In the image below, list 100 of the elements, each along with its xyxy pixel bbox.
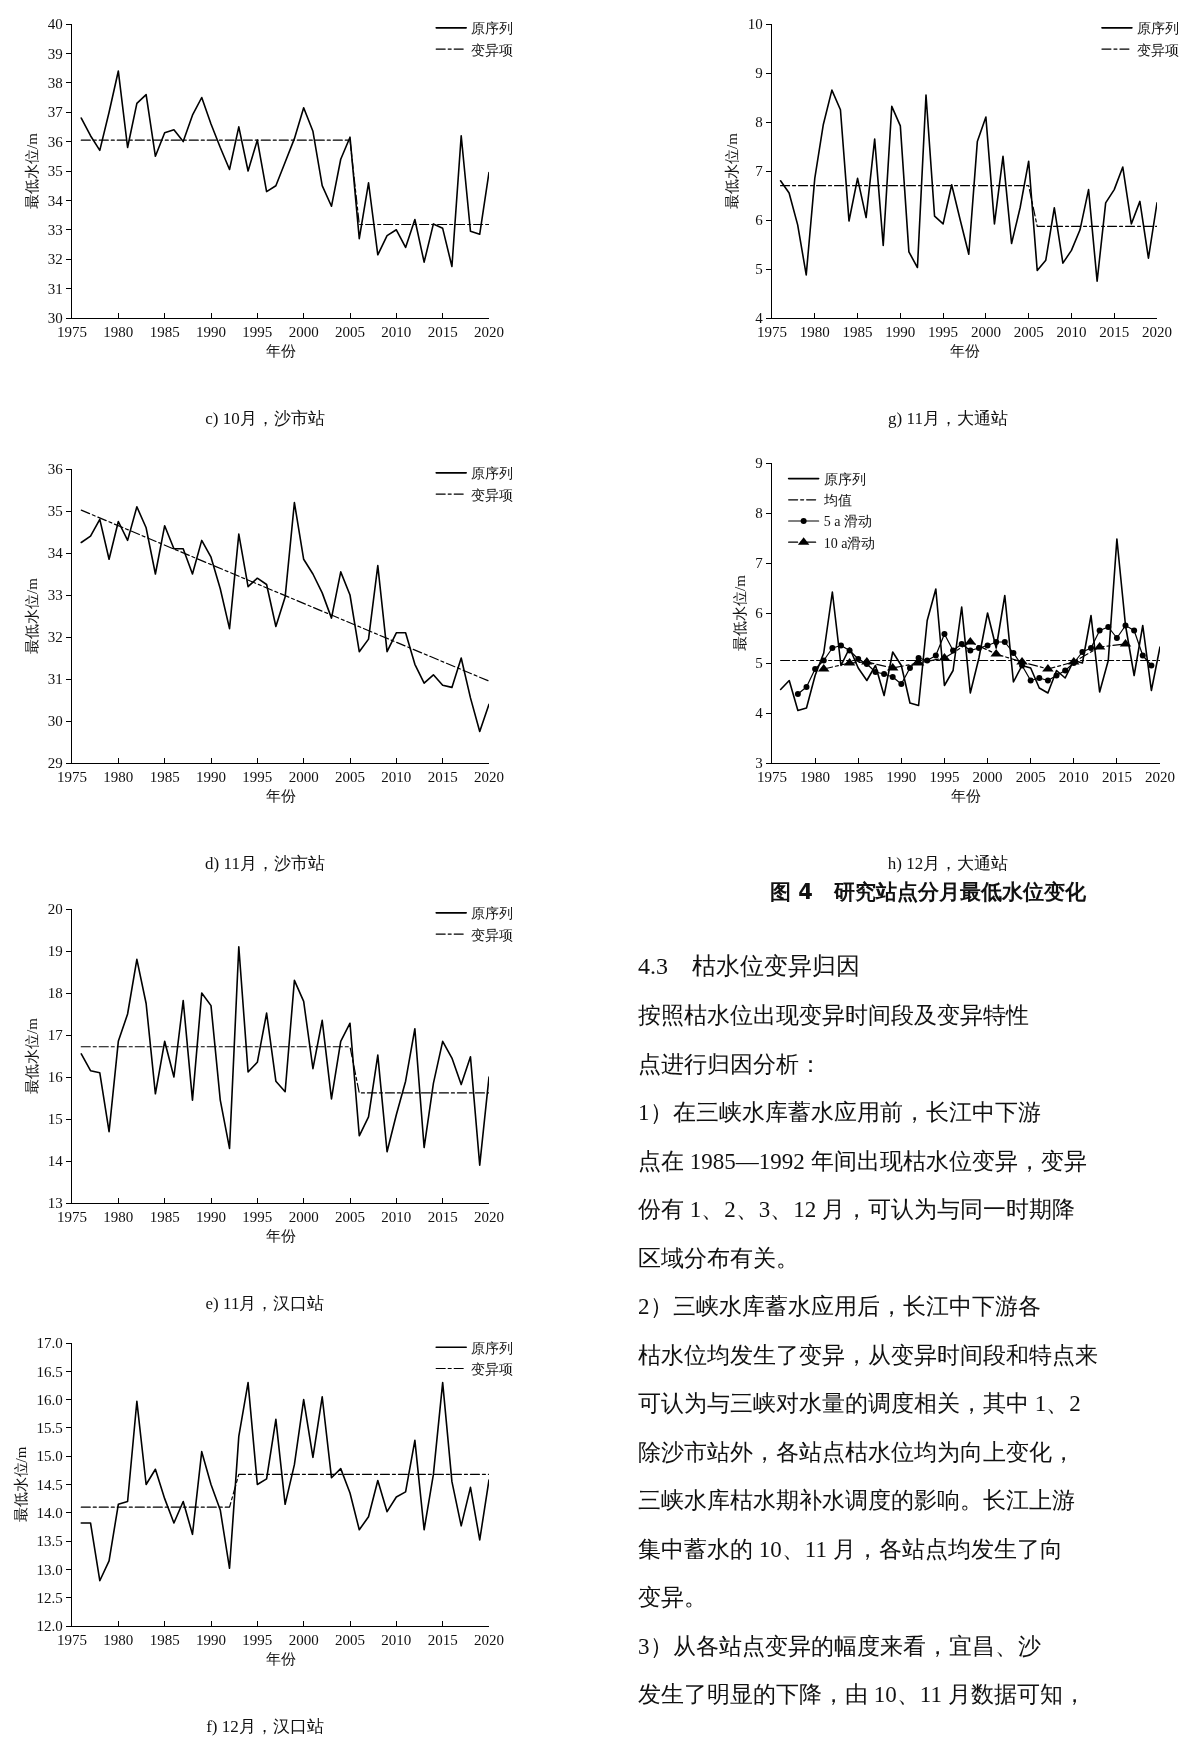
point [812, 666, 819, 672]
x-tick-label: 2005 [335, 769, 365, 786]
y-tick-label: 12.0 [36, 1618, 63, 1635]
x-tick-label: 1975 [57, 1632, 87, 1649]
y-tick-label: 36 [47, 461, 64, 478]
legend-label: 10 a滑动 [823, 535, 876, 551]
x-tick-label: 1975 [757, 769, 787, 786]
y-tick-label: 12.5 [36, 1589, 63, 1606]
x-tick-label: 2010 [381, 769, 412, 786]
point [1044, 677, 1051, 684]
x-tick-label: 2000 [288, 1632, 319, 1649]
legend-label: 原序列 [1136, 21, 1179, 37]
x-tick-label: 1980 [103, 769, 134, 786]
x-tick-label: 2005 [1015, 769, 1046, 786]
text: 4.3 枯水位变异归因 [638, 952, 860, 981]
x-tick-label: 2015 [427, 1209, 458, 1226]
y-tick-label: 3 [755, 755, 763, 772]
point [967, 647, 974, 654]
point [1001, 639, 1008, 645]
x-tick-label: 1995 [242, 324, 273, 341]
line-series [80, 946, 489, 1166]
x-tick-label: 1990 [196, 1632, 226, 1649]
text: 按照枯水位出现变异时间段及变异特性 [638, 1002, 1029, 1030]
x-tick-label: 2000 [288, 769, 319, 786]
y-tick-label: 15 [47, 1111, 63, 1128]
x-tick-label: 2000 [288, 324, 319, 341]
y-tick-label: 14.0 [36, 1505, 63, 1522]
y-axis-title: 最低水位/m [724, 132, 741, 209]
text: 点在 1985—1992 年间出现枯水位变异，变异 [638, 1147, 1087, 1176]
text: 区域分布有关。 [638, 1244, 799, 1273]
point [794, 691, 801, 697]
legend-label: 原序列 [471, 906, 514, 922]
x-tick-label: 2020 [474, 769, 504, 786]
point [1036, 675, 1043, 681]
x-axis-title: 年份 [265, 788, 296, 805]
y-tick-label: 31 [47, 280, 63, 297]
text: e) 11月，汉口站 [205, 1293, 325, 1313]
x-tick-label: 1980 [799, 324, 830, 341]
y-tick-label: 32 [47, 629, 63, 646]
point [837, 642, 844, 649]
y-tick-label: 35 [47, 163, 63, 180]
x-tick-label: 1985 [843, 769, 874, 786]
y-tick-label: 9 [755, 65, 763, 82]
point [872, 669, 879, 675]
line-series [80, 70, 489, 268]
y-tick-label: 29 [47, 755, 63, 772]
y-tick-label: 16.5 [36, 1363, 63, 1380]
point [941, 631, 948, 637]
x-tick-label: 1990 [885, 324, 916, 341]
point [1088, 645, 1095, 651]
x-tick-label: 1990 [196, 769, 226, 786]
y-tick-label: 40 [47, 16, 63, 33]
y-axis-title: 最低水位/m [12, 1446, 29, 1523]
y-tick-label: 17 [47, 1027, 64, 1044]
legend-label: 原序列 [471, 1340, 514, 1356]
text: h) 12月，大通站 [887, 853, 1009, 873]
x-tick-label: 2005 [1013, 324, 1044, 341]
point [1027, 677, 1034, 684]
y-tick-label: 9 [755, 455, 763, 472]
y-tick-label: 37 [47, 104, 64, 121]
x-tick-label: 1980 [103, 1209, 134, 1226]
point [1113, 635, 1120, 641]
legend-label: 变异项 [471, 487, 514, 503]
point [1053, 672, 1060, 679]
point [820, 657, 827, 664]
y-tick-label: 4 [755, 310, 764, 327]
y-tick-label: 4 [755, 705, 764, 722]
x-tick-label: 1995 [242, 1209, 273, 1226]
point [932, 652, 939, 659]
x-tick-label: 1990 [196, 324, 226, 341]
y-axis-title: 最低水位/m [24, 577, 41, 654]
text: 3）从各站点变异的幅度来看，宜昌、沙 [638, 1632, 1041, 1661]
y-tick-label: 34 [47, 545, 64, 562]
text: 份有 1、2、3、12 月，可认为与同一时期降 [638, 1196, 1075, 1224]
legend-label: 变异项 [471, 1361, 514, 1377]
x-tick-label: 2015 [1099, 324, 1130, 341]
x-tick-label: 2010 [381, 1632, 412, 1649]
point [803, 684, 810, 690]
point [1010, 650, 1017, 656]
x-tick-label: 2020 [1145, 769, 1175, 786]
line-series [779, 89, 1157, 283]
point [1105, 624, 1112, 630]
x-tick-label: 1980 [103, 324, 134, 341]
x-axis-title: 年份 [265, 1651, 296, 1668]
text: 枯水位均发生了变异，从变异时间段和特点来 [638, 1341, 1098, 1370]
point [846, 647, 853, 654]
text: g) 11月，大通站 [888, 408, 1008, 428]
x-tick-label: 1980 [103, 1632, 134, 1649]
y-tick-label: 8 [755, 505, 763, 522]
x-tick-label: 2020 [474, 1632, 504, 1649]
text: c) 10月，沙市站 [205, 408, 325, 428]
y-tick-label: 14 [47, 1153, 64, 1170]
y-tick-label: 33 [47, 222, 63, 239]
y-tick-label: 15.0 [36, 1448, 63, 1465]
text: 集中蓄水的 10、11 月，各站点均发生了向 [638, 1535, 1063, 1564]
text: 可认为与三峡对水量的调度相关，其中 1、2 [638, 1390, 1081, 1418]
x-tick-label: 2000 [970, 324, 1001, 341]
point [1079, 649, 1086, 655]
x-tick-label: 1990 [886, 769, 917, 786]
x-tick-label: 1975 [757, 324, 787, 341]
